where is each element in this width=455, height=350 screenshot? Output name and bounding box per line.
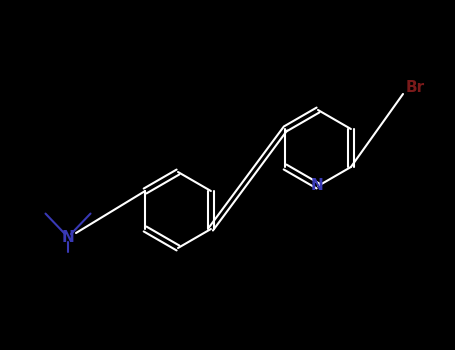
Text: N: N — [311, 178, 324, 194]
Text: Br: Br — [405, 80, 425, 96]
Text: N: N — [61, 231, 74, 245]
